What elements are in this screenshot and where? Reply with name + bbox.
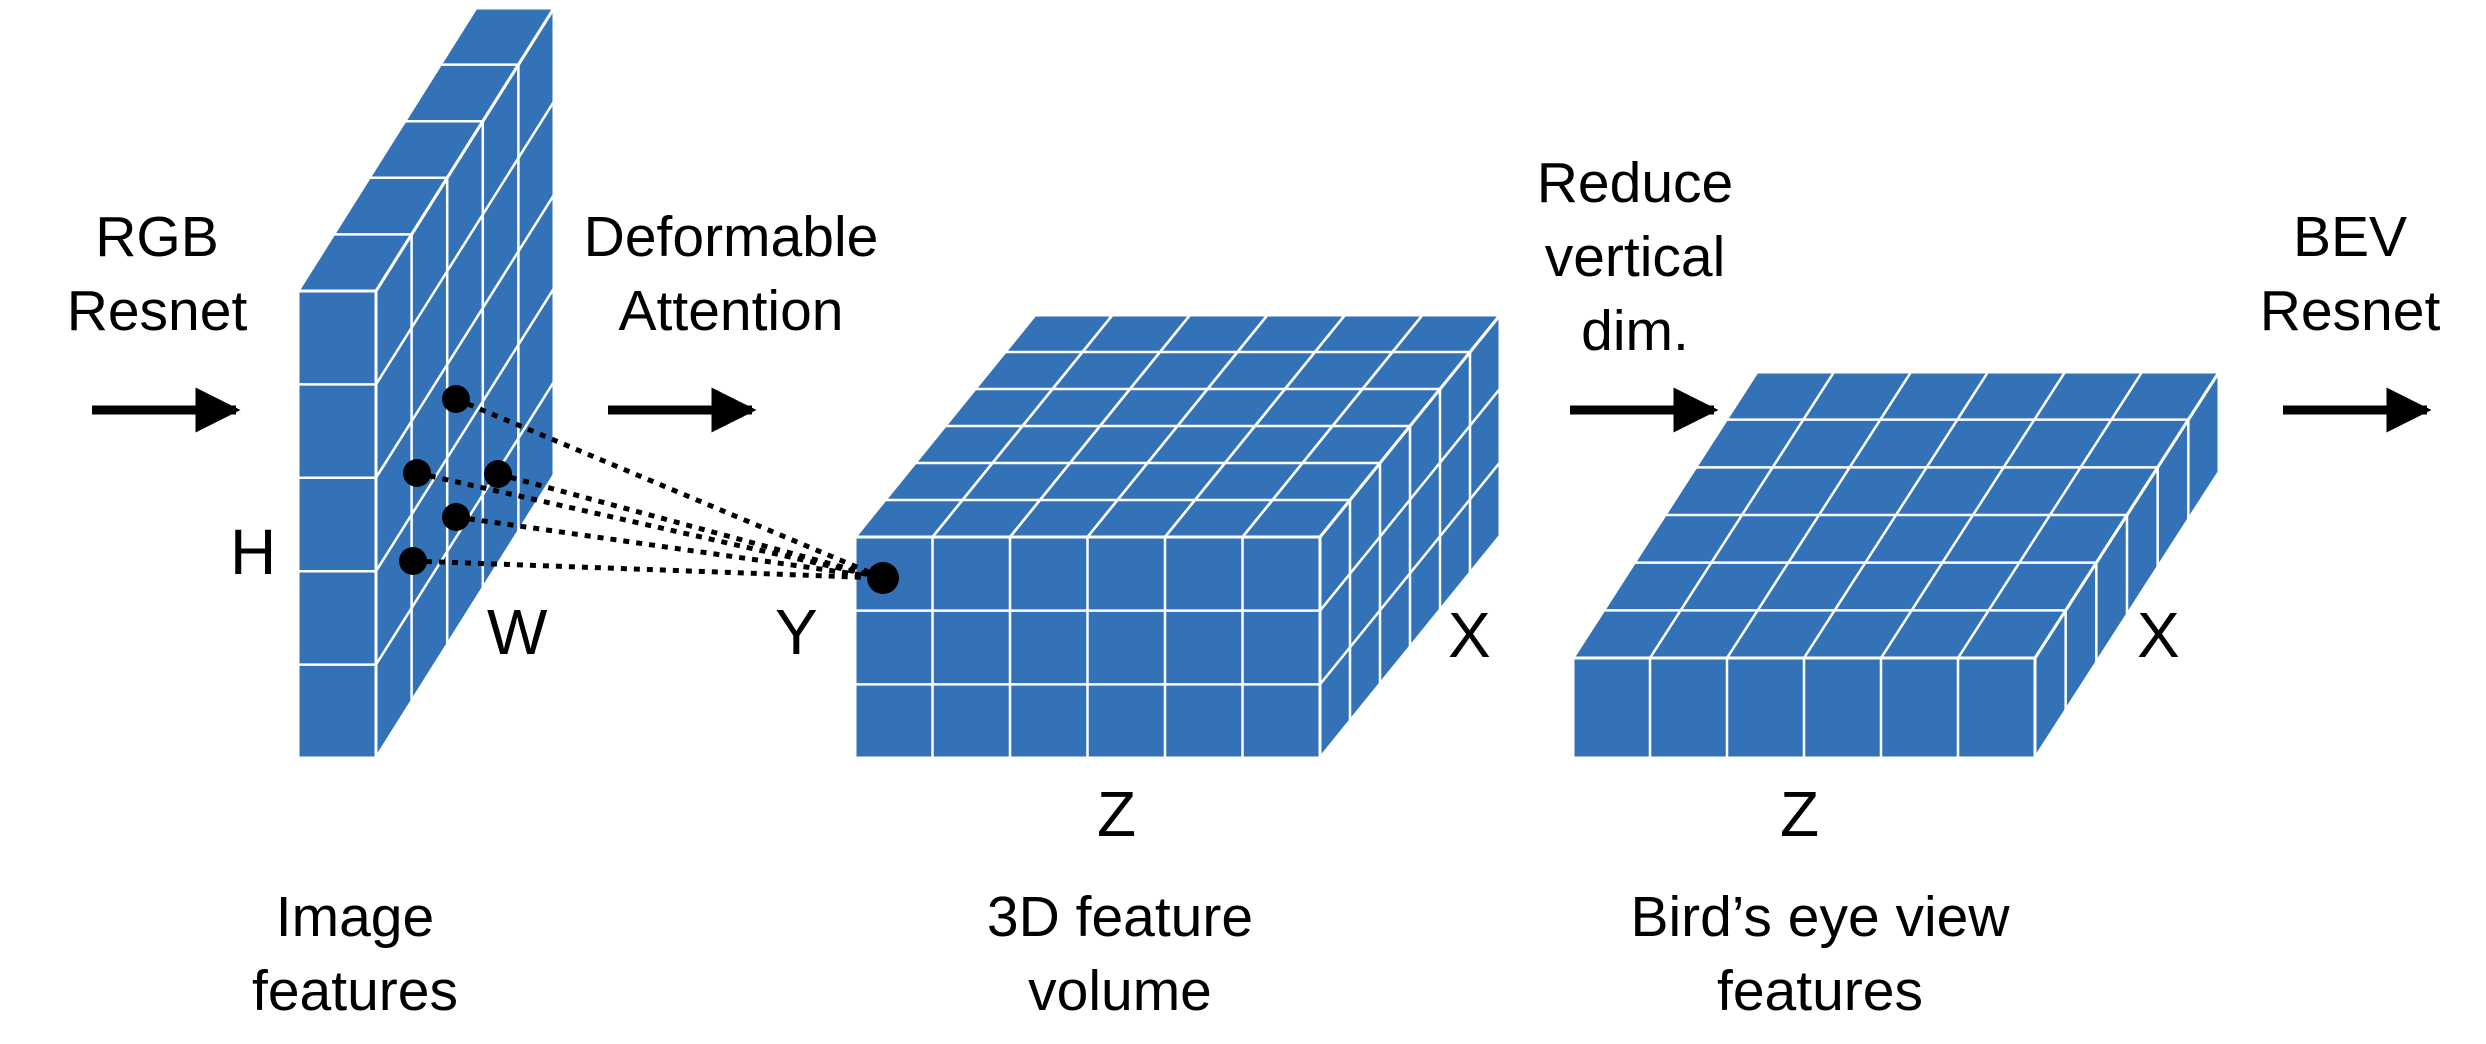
image-grid-line (374, 194, 556, 479)
volume-grid-line (1164, 314, 1346, 538)
label-rgb-resnet: RGB Resnet (66, 205, 248, 343)
axis-image-h: H (230, 516, 277, 588)
caption-image-features: Image features (252, 885, 458, 1023)
label-deformable-attention: Deformable Attention (583, 205, 879, 343)
attention-sample-points (399, 385, 899, 594)
sample-line (412, 558, 884, 581)
volume-grid-line (1086, 314, 1269, 538)
axis-image-w: W (487, 596, 548, 668)
sample-point (442, 385, 470, 413)
volume-grid-line (1319, 387, 1501, 612)
bev-grid (1603, 371, 2190, 758)
volume-grid-line (1009, 314, 1191, 538)
caption-3d-feature-volume: 3D feature volume (986, 885, 1254, 1023)
volume-grid-line (1241, 314, 1424, 538)
sample-point (399, 547, 427, 575)
label-bev-resnet: BEV Resnet (2259, 205, 2441, 343)
target-voxel-point (867, 562, 899, 594)
image-grid-line (374, 287, 556, 572)
bev-feature-map (1570, 366, 2222, 764)
volume-grid (855, 314, 1501, 758)
volume-grid-line (1319, 461, 1501, 686)
axis-volume-y: Y (775, 596, 818, 668)
image-feature-top-face (295, 6, 557, 293)
sample-point (484, 460, 512, 488)
image-feature-front-face (296, 289, 378, 760)
attention-sample-lines (412, 396, 884, 581)
sample-point (403, 459, 431, 487)
sample-point (442, 503, 470, 531)
axis-bev-x: X (2137, 599, 2180, 671)
sample-line (497, 471, 884, 581)
axis-volume-z: Z (1097, 778, 1137, 850)
image-grid-line (374, 100, 556, 386)
label-reduce-vertical: Reduce vertical dim. (1536, 151, 1734, 363)
axis-bev-z: Z (1780, 778, 1820, 850)
volume-grid-line (931, 314, 1114, 538)
sample-line (416, 470, 884, 581)
image-feature-grid (298, 63, 556, 702)
3d-feature-volume (851, 310, 1504, 763)
caption-bev-features: Bird’s eye view features (1630, 885, 2010, 1023)
axis-volume-x: X (1448, 599, 1491, 671)
